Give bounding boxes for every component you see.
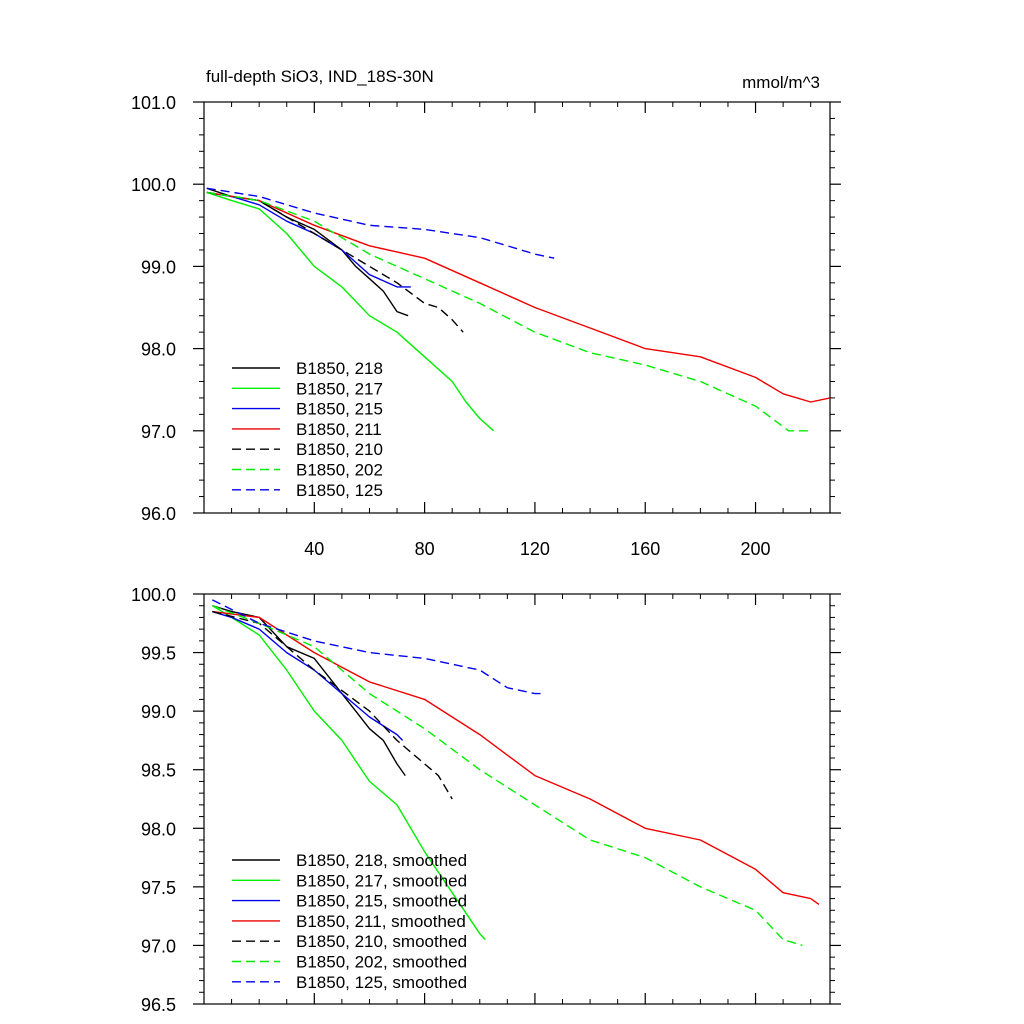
bottom-panel: 96.5 97.0 97.5 98.0 98.5 99.0 99.5 100.0 B1850,… (131, 585, 841, 1015)
bottom-axes: 96.5 97.0 97.5 98.0 98.5 99.0 99.5 100.0 (131, 585, 841, 1015)
bottom-series-lines (211, 599, 820, 947)
y-tick-label: 97.5 (141, 878, 176, 898)
x-tick-label: 80 (415, 539, 435, 559)
legend-label-1: B1850, 217 (296, 379, 383, 398)
y-tick-label: 99.0 (141, 702, 176, 722)
series-line-1 (211, 605, 486, 941)
series-line-0 (206, 187, 409, 317)
legend-label-6: B1850, 125, smoothed (296, 973, 467, 992)
y-tick-label: 99.5 (141, 644, 176, 664)
series-line-6 (211, 599, 544, 695)
series-line-0 (212, 605, 406, 777)
series-line-4 (212, 610, 453, 800)
top-panel: full-depth SiO3, IND_18S-30N mmol/m^3 40… (131, 67, 841, 559)
y-tick-label: 100.0 (131, 585, 176, 605)
x-tick-label: 120 (520, 539, 550, 559)
series-line-3 (206, 191, 831, 403)
y-tick-label: 98.0 (141, 819, 176, 839)
series-line-2 (212, 610, 404, 741)
legend-label-5: B1850, 202 (296, 461, 383, 480)
series-line-5 (206, 191, 811, 432)
legend-label-4: B1850, 210 (296, 440, 383, 459)
legend-label-2: B1850, 215 (296, 400, 383, 419)
bottom-plot-frame (203, 593, 831, 1005)
x-tick-label: 40 (304, 539, 324, 559)
legend-label-0: B1850, 218, smoothed (296, 851, 467, 870)
y-tick-label: 99.0 (141, 257, 176, 277)
top-series-lines (206, 187, 831, 432)
legend-label-0: B1850, 218 (296, 359, 383, 378)
legend-label-3: B1850, 211 (296, 420, 382, 439)
top-chart-title: full-depth SiO3, IND_18S-30N (206, 67, 434, 86)
top-plot-frame (203, 101, 831, 514)
series-line-6 (206, 187, 555, 259)
y-tick-label: 98.5 (141, 761, 176, 781)
x-tick-label: 200 (741, 539, 771, 559)
y-tick-label: 101.0 (131, 93, 176, 113)
legend-label-6: B1850, 125 (296, 481, 383, 500)
y-tick-label: 96.5 (141, 995, 176, 1015)
legend-label-3: B1850, 211, smoothed (296, 912, 466, 931)
legend-label-1: B1850, 217, smoothed (296, 871, 467, 890)
y-tick-label: 100.0 (131, 175, 176, 195)
series-line-1 (206, 191, 495, 432)
legend-label-2: B1850, 215, smoothed (296, 892, 467, 911)
y-tick-label: 96.0 (141, 504, 176, 524)
legend-label-4: B1850, 210, smoothed (296, 932, 467, 951)
y-tick-label: 97.0 (141, 936, 176, 956)
series-line-5 (212, 605, 803, 947)
legend-label-5: B1850, 202, smoothed (296, 953, 467, 972)
top-axes: 40 80 120 160 200 96.0 97.0 98.0 99.0 100.0 101.0 (131, 93, 841, 559)
y-tick-label: 98.0 (141, 340, 176, 360)
x-tick-label: 160 (630, 539, 660, 559)
series-line-2 (206, 191, 411, 288)
series-line-3 (212, 610, 820, 905)
top-chart-units: mmol/m^3 (742, 73, 820, 92)
y-tick-label: 97.0 (141, 422, 176, 442)
series-line-4 (206, 191, 464, 333)
